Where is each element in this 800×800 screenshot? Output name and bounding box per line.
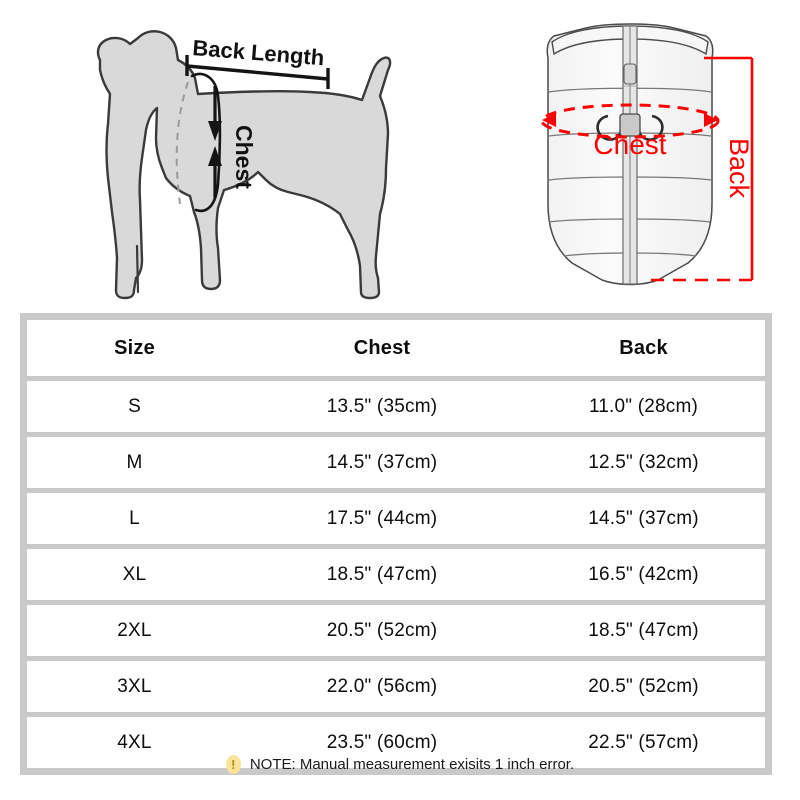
exclamation-icon: ! (225, 755, 241, 774)
column-header-size: Size (114, 336, 155, 359)
table-row: L 17.5" (44cm) 14.5" (37cm) (27, 493, 765, 544)
jacket-chest-arrow-right (704, 113, 718, 127)
cell-back: 18.5" (47cm) (588, 619, 699, 641)
table-row: 2XL 20.5" (52cm) 18.5" (47cm) (27, 605, 765, 656)
cell-back: 12.5" (32cm) (588, 451, 699, 473)
dog-front-leg-line (135, 244, 140, 294)
size-chart-table: Size Chest Back S 13.5" (35cm) 11.0" (28… (20, 313, 772, 775)
table-row: 3XL 22.0" (56cm) 20.5" (52cm) (27, 661, 765, 712)
cell-chest: 18.5" (47cm) (326, 563, 438, 585)
chest-girth-dashed-line (175, 81, 189, 205)
cell-chest: 13.5" (35cm) (326, 395, 438, 417)
chest-loop-arrow (190, 72, 222, 213)
cell-size: 2XL (117, 619, 152, 641)
jacket-chest-arrow-left (542, 113, 556, 127)
table-row: S 13.5" (35cm) 11.0" (28cm) (27, 381, 765, 432)
chest-arrow-down-head (208, 121, 222, 141)
table-header-row: Size Chest Back (27, 320, 765, 376)
cell-chest: 17.5" (44cm) (326, 507, 438, 529)
cell-size: M (126, 451, 143, 473)
jacket-back-label: Back (724, 138, 754, 199)
table-row: M 14.5" (37cm) 12.5" (32cm) (27, 437, 765, 488)
note-text: NOTE: Manual measurement exisits 1 inch … (249, 756, 575, 773)
jacket-collar (551, 25, 709, 56)
jacket-back-measure-bracket (646, 56, 754, 282)
cell-back: 14.5" (37cm) (588, 507, 699, 529)
chest-arrow-up-head (208, 146, 222, 166)
cell-size: 4XL (117, 731, 152, 753)
cell-chest: 20.5" (52cm) (326, 619, 438, 641)
measurement-illustrations: Chest Back Length (0, 0, 800, 310)
cell-size: 3XL (117, 675, 152, 697)
back-length-label: Back Length (192, 35, 326, 70)
dog-jacket-diagram: Chest Back (490, 8, 790, 308)
cell-back: 22.5" (57cm) (588, 731, 699, 753)
cell-chest: 22.0" (56cm) (326, 675, 438, 697)
jacket-zipper (622, 25, 638, 285)
cell-chest: 23.5" (60cm) (326, 731, 438, 753)
cell-size: XL (122, 563, 147, 585)
cell-chest: 14.5" (37cm) (326, 451, 438, 473)
measurement-note: ! NOTE: Manual measurement exisits 1 inc… (0, 755, 800, 774)
column-header-back: Back (619, 336, 668, 359)
jacket-chest-ellipse (540, 103, 720, 139)
cell-size: L (129, 507, 140, 529)
table-row: XL 18.5" (47cm) 16.5" (42cm) (27, 549, 765, 600)
jacket-chest-label: Chest (593, 129, 666, 160)
cell-back: 20.5" (52cm) (588, 675, 699, 697)
cell-back: 11.0" (28cm) (588, 395, 699, 417)
cell-back: 16.5" (42cm) (588, 563, 699, 585)
cell-size: S (128, 395, 141, 417)
column-header-chest: Chest (353, 336, 411, 359)
dog-chest-label: Chest (231, 125, 257, 189)
table-row: 4XL 23.5" (60cm) 22.5" (57cm) (27, 717, 765, 768)
back-length-measure-bar (185, 55, 330, 89)
dog-silhouette-diagram: Chest Back Length (40, 8, 440, 304)
